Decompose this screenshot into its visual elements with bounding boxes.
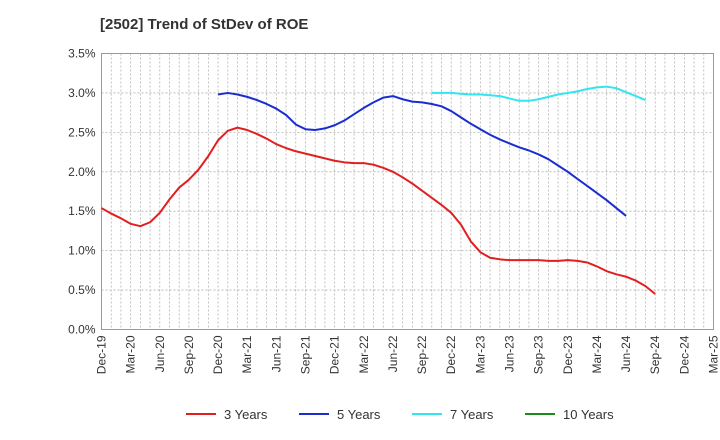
series-line-2 — [217, 91, 627, 217]
x-tick-label: Sep-23 — [532, 335, 546, 374]
x-tick-label: Sep-20 — [182, 335, 196, 374]
y-tick-label: 1.0% — [68, 244, 96, 258]
chart-title: [2502] Trend of StDev of ROE — [100, 16, 309, 33]
plot-area — [101, 53, 714, 330]
legend: 3 Years 5 Years 7 Years 10 Years — [186, 407, 614, 422]
y-tick-label: 0.5% — [68, 283, 96, 297]
x-tick-label: Sep-24 — [648, 335, 662, 374]
x-tick-label: Dec-19 — [95, 335, 109, 374]
y-tick-label: 1.5% — [68, 204, 96, 218]
x-tick-label: Jun-21 — [269, 335, 283, 372]
y-tick-label: 2.5% — [68, 125, 96, 139]
grid-layer — [101, 53, 714, 330]
legend-label: 3 Years — [224, 407, 268, 422]
x-tick-label: Mar-22 — [357, 335, 371, 373]
x-tick-label: Mar-25 — [707, 335, 720, 373]
x-axis-tick-labels: Dec-19 Mar-20 Jun-20 Sep-20 Dec-20 Mar-21 Jun-… — [95, 335, 720, 374]
x-tick-label: Jun-23 — [503, 335, 517, 372]
x-tick-label: Mar-21 — [240, 335, 254, 373]
y-tick-label: 2.0% — [68, 165, 96, 179]
x-tick-label: Mar-24 — [590, 335, 604, 373]
x-tick-label: Sep-21 — [299, 335, 313, 374]
series-line-1 — [101, 126, 656, 295]
x-tick-label: Dec-24 — [677, 335, 691, 374]
legend-label: 5 Years — [337, 407, 381, 422]
legend-label: 7 Years — [450, 407, 494, 422]
series-line-3 — [431, 85, 646, 102]
y-tick-label: 3.0% — [68, 86, 96, 100]
legend-label: 10 Years — [563, 407, 614, 422]
x-tick-label: Jun-24 — [619, 335, 633, 372]
x-tick-label: Jun-22 — [386, 335, 400, 372]
x-tick-label: Dec-21 — [328, 335, 342, 374]
y-tick-label: 3.5% — [68, 47, 96, 61]
x-tick-label: Mar-23 — [473, 335, 487, 373]
series-layer — [101, 85, 656, 295]
y-axis-tick-labels: 0.0% 0.5% 1.0% 1.5% 2.0% 2.5% 3.0% 3.5% — [68, 47, 96, 337]
x-tick-label: Dec-20 — [211, 335, 225, 374]
x-tick-label: Mar-20 — [124, 335, 138, 373]
x-tick-label: Dec-22 — [444, 335, 458, 374]
x-tick-label: Sep-22 — [415, 335, 429, 374]
x-tick-label: Dec-23 — [561, 335, 575, 374]
x-tick-label: Jun-20 — [153, 335, 167, 372]
y-tick-label: 0.0% — [68, 323, 96, 337]
